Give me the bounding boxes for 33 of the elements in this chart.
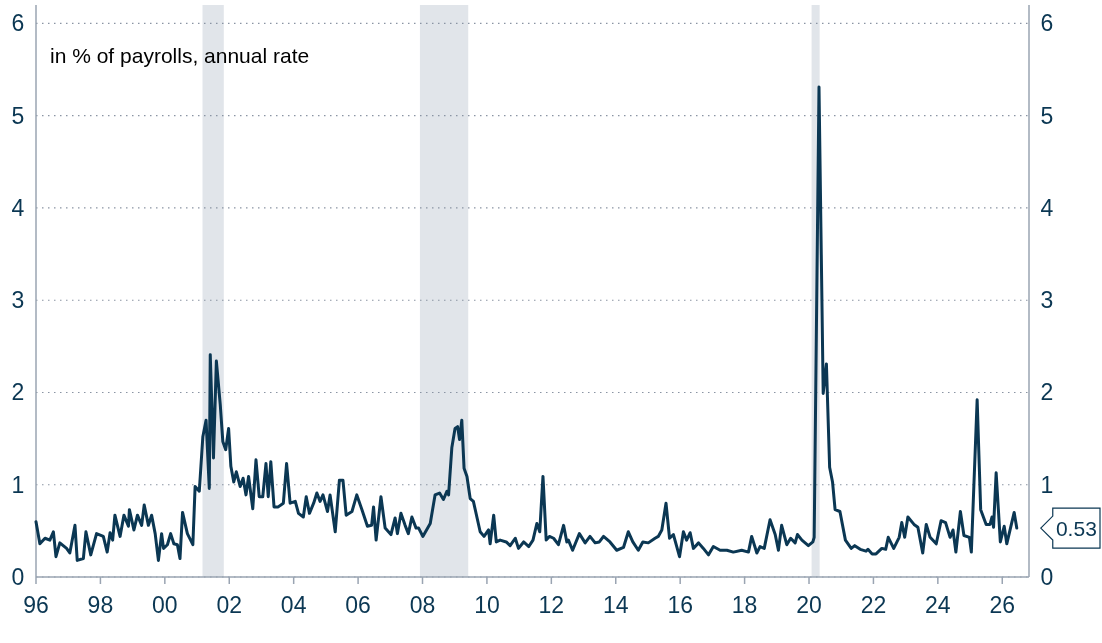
x-tick-label: 26 — [989, 592, 1016, 618]
y-tick-label: 3 — [11, 287, 25, 314]
y2-tick-label: 1 — [1040, 471, 1054, 498]
x-tick-label: 08 — [409, 592, 436, 618]
x-tick-label: 10 — [474, 592, 500, 618]
y2-tick-label: 5 — [1040, 102, 1054, 129]
x-tick-label: 24 — [925, 592, 951, 618]
x-tick-label: 02 — [216, 592, 243, 618]
annotation: in % of payrolls, annual rate — [50, 44, 310, 67]
x-tick-label: 06 — [345, 592, 371, 618]
y-tick-label: 4 — [11, 194, 25, 221]
y-tick-label: 2 — [11, 379, 25, 406]
y2-tick-label: 6 — [1040, 10, 1054, 37]
x-tick-label: 00 — [152, 592, 178, 618]
x-tick-label: 14 — [602, 592, 629, 618]
x-tick-label: 16 — [667, 592, 693, 618]
x-tick-label: 04 — [280, 592, 307, 618]
y2-tick-label: 0 — [1040, 564, 1054, 590]
annotation: 0.53 — [1055, 517, 1097, 541]
x-tick-label: 18 — [731, 592, 758, 618]
y-tick-label: 6 — [11, 10, 25, 37]
y2-tick-label: 3 — [1040, 287, 1054, 314]
y-tick-label: 1 — [11, 471, 25, 498]
line-series — [34, 85, 1019, 562]
y2-tick-label: 2 — [1040, 379, 1054, 406]
x-tick-label: 20 — [796, 592, 822, 618]
y-tick-label: 5 — [11, 102, 25, 129]
x-tick-label: 12 — [538, 592, 565, 618]
y-tick-label: 0 — [11, 564, 25, 590]
x-tick-label: 98 — [87, 592, 114, 618]
x-tick-label: 96 — [23, 592, 49, 618]
y2-tick-label: 4 — [1040, 194, 1054, 221]
x-tick-label: 22 — [860, 592, 887, 618]
